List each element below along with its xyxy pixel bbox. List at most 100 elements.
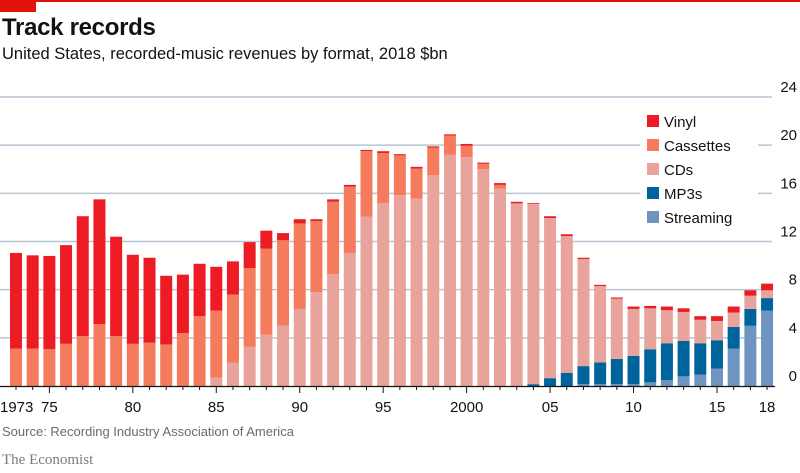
bar-vinyl-1981 — [143, 257, 156, 343]
bar-cassettes-1987 — [243, 267, 256, 347]
bar-vinyl-1988 — [260, 230, 273, 249]
bar-vinyl-1976 — [60, 245, 73, 344]
bar-cds-2016 — [727, 312, 740, 327]
bar-cassettes-1989 — [277, 240, 290, 326]
bar-cassettes-1981 — [143, 342, 156, 386]
bar-streaming-2015 — [710, 368, 723, 386]
bar-vinyl-1993 — [343, 184, 356, 187]
bar-cassettes-1979 — [110, 336, 123, 386]
bar-vinyl-1973 — [10, 252, 22, 349]
bar-cassettes-1991 — [310, 221, 323, 293]
bar-mp3s-2004 — [527, 384, 540, 386]
bar-cds-1989 — [277, 325, 290, 386]
y-tick-label: 12 — [780, 224, 797, 241]
bar-cassettes-1997 — [410, 168, 423, 199]
bar-cds-2015 — [710, 320, 723, 341]
bar-cds-1992 — [327, 274, 340, 386]
bar-vinyl-2014 — [694, 316, 707, 320]
bar-streaming-2016 — [727, 348, 740, 386]
bar-vinyl-2017 — [744, 290, 757, 296]
chart-subtitle: United States, recorded-music revenues b… — [2, 45, 448, 63]
bar-cassettes-1977 — [76, 336, 89, 386]
bar-cassettes-1982 — [160, 344, 173, 386]
legend-label-cds: CDs — [664, 162, 693, 179]
bar-vinyl-2011 — [644, 305, 657, 309]
bar-cds-1991 — [310, 292, 323, 386]
bar-cassettes-1988 — [260, 248, 273, 335]
bar-mp3s-2014 — [694, 343, 707, 375]
bar-cassettes-1983 — [176, 333, 189, 386]
bar-vinyl-2000 — [460, 143, 473, 146]
bar-cds-1990 — [293, 308, 306, 386]
bar-streaming-2011 — [644, 382, 657, 386]
bar-cds-1999 — [443, 154, 456, 386]
x-tick-label: 05 — [542, 399, 559, 416]
legend: Vinyl Cassettes CDs MP3s Streaming — [640, 108, 758, 232]
bar-cassettes-2003 — [510, 202, 523, 205]
bar-streaming-2018 — [761, 310, 774, 386]
bar-cds-2012 — [660, 310, 673, 344]
bar-cassettes-2000 — [460, 145, 473, 158]
bar-cassettes-1973 — [10, 348, 22, 386]
bar-vinyl-1978 — [93, 199, 106, 324]
x-tick-label: 80 — [124, 399, 141, 416]
bar-streaming-2009 — [610, 384, 623, 386]
legend-label-vinyl: Vinyl — [664, 114, 696, 131]
bar-cds-2002 — [494, 188, 507, 386]
bar-vinyl-1995 — [377, 151, 390, 153]
bar-cds-2014 — [694, 319, 707, 344]
bars — [10, 134, 774, 386]
bar-streaming-2012 — [660, 379, 673, 386]
bar-cds-2005 — [544, 218, 557, 379]
bar-cassettes-1995 — [377, 152, 390, 203]
source-note: Source: Recording Industry Association o… — [2, 424, 294, 439]
bar-vinyl-1994 — [360, 149, 373, 152]
bar-streaming-2014 — [694, 374, 707, 386]
legend-background — [640, 108, 758, 232]
legend-swatch-cds — [647, 163, 659, 175]
bar-mp3s-2006 — [560, 372, 573, 386]
bar-vinyl-2001 — [477, 162, 490, 164]
x-tick-label: 18 — [759, 399, 776, 416]
x-tick-label: 15 — [709, 399, 726, 416]
bar-vinyl-1982 — [160, 275, 173, 345]
bar-vinyl-1999 — [443, 134, 456, 136]
bar-vinyl-2004 — [527, 202, 540, 204]
bar-vinyl-1989 — [277, 233, 290, 241]
bar-cds-1993 — [343, 252, 356, 386]
bar-cds-1995 — [377, 202, 390, 386]
economist-red-tag — [0, 0, 36, 12]
bar-cassettes-2004 — [527, 203, 540, 205]
x-tick-label: 95 — [375, 399, 392, 416]
bar-cds-1996 — [393, 195, 406, 386]
y-tick-label: 20 — [780, 127, 797, 144]
y-tick-label: 4 — [789, 320, 797, 337]
y-tick-label: 8 — [789, 272, 797, 289]
bar-cds-2006 — [560, 236, 573, 373]
bar-streaming-2008 — [594, 384, 607, 386]
bar-vinyl-2008 — [594, 284, 607, 287]
bar-vinyl-1975 — [43, 255, 56, 350]
bar-vinyl-1983 — [176, 274, 189, 334]
bar-cds-2018 — [761, 290, 774, 299]
bar-mp3s-2018 — [761, 298, 774, 311]
legend-swatch-mp3s — [647, 187, 659, 199]
bar-vinyl-1977 — [76, 216, 89, 337]
bar-cds-2017 — [744, 295, 757, 309]
y-tick-label: 24 — [780, 79, 797, 96]
x-tick-label: 75 — [41, 399, 58, 416]
bar-vinyl-2002 — [494, 183, 507, 185]
bar-cassettes-1996 — [393, 155, 406, 196]
bar-vinyl-1997 — [410, 166, 423, 169]
bar-cds-2004 — [527, 204, 540, 385]
x-tick-label: 10 — [625, 399, 642, 416]
x-tick-label: 90 — [291, 399, 308, 416]
bar-cassettes-1992 — [327, 201, 340, 275]
bar-cds-2008 — [594, 286, 607, 363]
bar-cds-2011 — [644, 308, 657, 350]
x-tick-label: 1973 — [0, 399, 33, 416]
x-tick-label: 2000 — [450, 399, 483, 416]
bar-cds-2000 — [460, 157, 473, 386]
bar-vinyl-1992 — [327, 199, 340, 202]
bar-cassettes-1999 — [443, 135, 456, 155]
